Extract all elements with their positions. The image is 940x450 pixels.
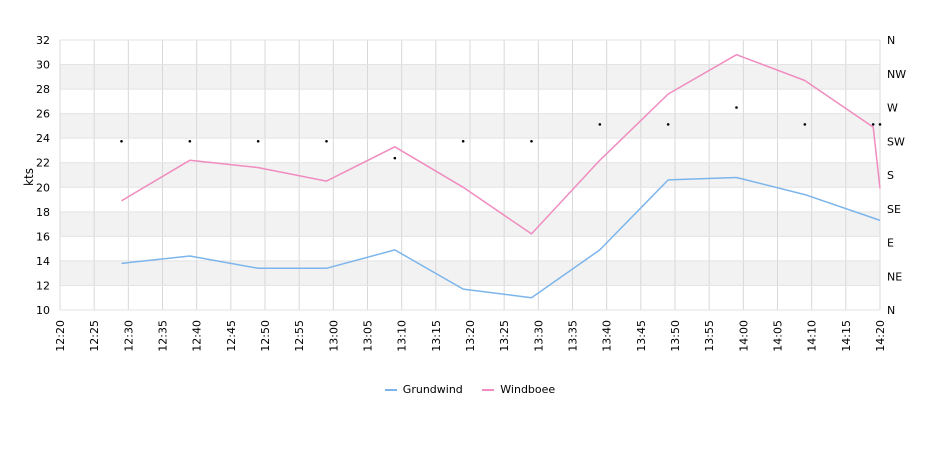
direction-point: [188, 139, 192, 143]
y-tick-label: 32: [36, 34, 50, 47]
x-tick-label: 12:45: [225, 320, 238, 352]
direction-tick-label: E: [887, 237, 894, 250]
x-tick-label: 12:30: [122, 320, 135, 352]
x-tick-label: 13:05: [362, 320, 375, 352]
y-tick-label: 20: [36, 181, 50, 194]
direction-axis-ticks: N NE E SE S SW W NW N: [887, 34, 906, 317]
y-tick-label: 28: [36, 83, 50, 96]
x-tick-label: 14:15: [840, 320, 853, 352]
x-tick-label: 12:25: [88, 320, 101, 352]
y-axis-label: kts: [22, 168, 36, 186]
y-tick-label: 12: [36, 279, 50, 292]
x-tick-label: 12:20: [54, 320, 67, 352]
x-tick-label: 14:10: [806, 320, 819, 352]
x-tick-label: 12:50: [259, 320, 272, 352]
direction-tick-label: W: [887, 102, 898, 115]
x-tick-label: 12:40: [191, 320, 204, 352]
direction-tick-label: N: [887, 34, 895, 47]
y-tick-label: 26: [36, 108, 50, 121]
legend-label-windboee: Windboee: [500, 382, 556, 396]
legend-item-grundwind[interactable]: Grundwind: [384, 382, 463, 396]
x-tick-label: 13:35: [567, 320, 580, 352]
y-tick-label: 16: [36, 230, 50, 243]
x-tick-label: 13:40: [601, 320, 614, 352]
direction-point: [871, 123, 875, 126]
direction-point: [735, 106, 738, 109]
direction-point: [256, 139, 260, 143]
y-tick-label: 18: [36, 206, 50, 219]
x-tick-label: 13:50: [669, 320, 682, 352]
x-tick-label: 13:10: [396, 320, 409, 352]
vertical-gridlines: [59, 40, 881, 310]
horizontal-gridlines: [60, 39, 880, 311]
y-tick-label: 10: [36, 304, 50, 317]
direction-point: [325, 139, 328, 143]
direction-tick-label: SE: [887, 203, 901, 216]
y-tick-label: 14: [36, 255, 50, 268]
grundwind-swatch: [384, 388, 397, 391]
direction-point: [120, 139, 123, 143]
legend: Grundwind Windboee: [0, 382, 940, 396]
x-tick-label: 13:20: [464, 320, 477, 352]
direction-tick-label: NW: [887, 68, 906, 81]
direction-point: [530, 139, 533, 143]
windboee-swatch: [482, 388, 495, 391]
direction-tick-label: SW: [887, 135, 905, 148]
legend-label-grundwind: Grundwind: [402, 382, 463, 396]
x-tick-label: 14:00: [737, 320, 750, 352]
direction-markers: [120, 106, 882, 160]
direction-tick-label: NE: [887, 270, 902, 283]
y-tick-label: 30: [36, 59, 50, 72]
x-tick-label: 14:05: [772, 320, 785, 352]
x-tick-label: 12:35: [157, 320, 170, 352]
direction-point: [878, 123, 882, 126]
direction-point: [461, 139, 465, 143]
x-axis-ticks: 12:20 12:25 12:30 12:35 12:40 12:45 12:50 12:55…: [54, 320, 887, 352]
x-tick-label: 13:45: [635, 320, 648, 352]
x-tick-label: 13:00: [327, 320, 340, 352]
x-tick-label: 12:55: [293, 320, 306, 352]
direction-tick-label: N: [887, 304, 895, 317]
series-line-grundwind: [121, 176, 881, 299]
x-tick-label: 13:25: [498, 320, 511, 352]
y-tick-label: 22: [36, 157, 50, 170]
y-tick-label: 24: [36, 132, 50, 145]
x-tick-label: 14:20: [874, 320, 887, 352]
series-lines: [121, 53, 881, 299]
series-line-windboee: [121, 53, 881, 235]
x-tick-label: 13:15: [430, 320, 443, 352]
legend-item-windboee[interactable]: Windboee: [482, 383, 555, 396]
x-tick-label: 13:30: [532, 320, 545, 352]
direction-point: [666, 123, 670, 126]
direction-point: [393, 156, 397, 160]
direction-point: [598, 123, 602, 126]
y-axis-ticks: 10 12 14 16 18 20 22 24 26 28 30 32: [36, 34, 50, 317]
direction-tick-label: S: [887, 169, 894, 182]
direction-point: [803, 123, 807, 126]
x-tick-label: 13:55: [703, 320, 716, 352]
